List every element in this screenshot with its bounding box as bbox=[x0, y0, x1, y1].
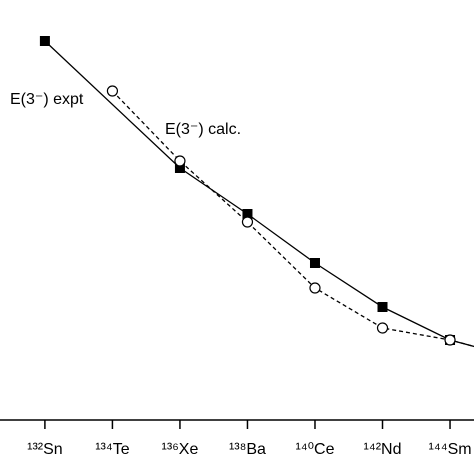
annotation: E(3⁻) expt bbox=[10, 91, 84, 108]
marker bbox=[241, 216, 254, 228]
marker bbox=[39, 36, 50, 46]
annotation: E(3⁻) calc. bbox=[165, 121, 241, 138]
x-tick-label: ¹³⁶Xe bbox=[162, 441, 199, 458]
marker bbox=[309, 282, 321, 294]
x-tick-label: ¹⁴⁰Ce bbox=[295, 441, 334, 458]
marker bbox=[106, 85, 119, 97]
marker bbox=[174, 155, 186, 167]
marker bbox=[242, 209, 253, 219]
x-tick-label: ¹⁴⁴Sm bbox=[428, 441, 471, 458]
x-tick-label: ¹³⁴Te bbox=[95, 441, 130, 458]
marker bbox=[309, 258, 320, 268]
marker bbox=[444, 334, 456, 346]
x-tick-label: ¹⁴²Nd bbox=[364, 441, 402, 458]
x-tick-label: ¹³²Sn bbox=[27, 441, 63, 458]
marker bbox=[377, 302, 388, 312]
marker bbox=[174, 163, 185, 173]
x-tick-label: ¹³⁸Ba bbox=[229, 441, 266, 458]
marker bbox=[376, 322, 389, 334]
